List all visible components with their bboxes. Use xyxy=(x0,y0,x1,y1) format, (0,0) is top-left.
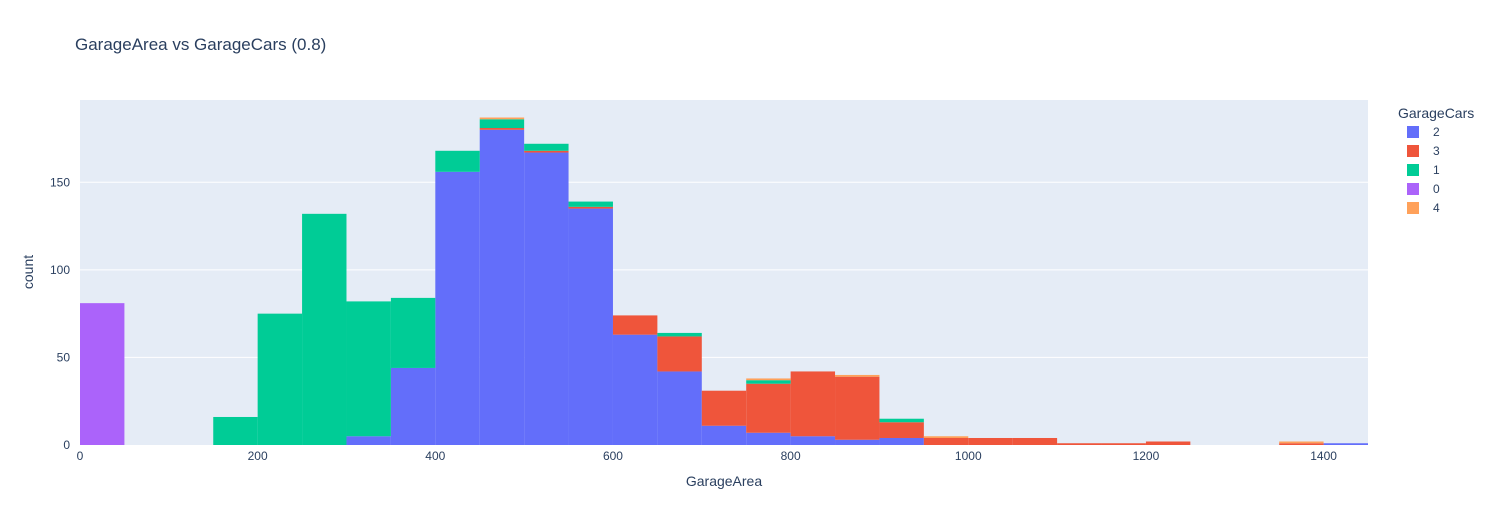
bar xyxy=(346,301,391,437)
chart-title: GarageArea vs GarageCars (0.8) xyxy=(75,35,326,54)
bar xyxy=(1057,443,1102,445)
legend-label: 2 xyxy=(1433,125,1440,139)
bar xyxy=(657,332,702,337)
legend-item[interactable]: 4 xyxy=(1407,201,1440,215)
legend-label: 1 xyxy=(1433,163,1440,177)
legend-label: 4 xyxy=(1433,201,1440,215)
x-tick-label: 0 xyxy=(77,449,84,463)
bar xyxy=(835,439,880,445)
bar xyxy=(568,208,613,445)
series-1 xyxy=(213,119,924,445)
bar xyxy=(524,143,569,151)
x-axis-title: GarageArea xyxy=(686,473,762,489)
x-tick-label: 800 xyxy=(781,449,801,463)
x-tick-label: 1400 xyxy=(1310,449,1337,463)
bar xyxy=(80,303,125,445)
y-axis-ticks: 0 50 100 150 xyxy=(50,175,70,452)
bar xyxy=(612,334,658,445)
bar xyxy=(257,313,303,445)
bar xyxy=(835,376,880,440)
series-4 xyxy=(479,117,1324,444)
bar xyxy=(923,437,969,445)
bar xyxy=(701,425,747,445)
bar xyxy=(923,436,969,438)
bar xyxy=(657,336,702,372)
bar xyxy=(1012,437,1058,445)
bar xyxy=(1279,441,1324,444)
bar xyxy=(657,371,702,445)
legend-swatch xyxy=(1407,183,1419,195)
bar xyxy=(1101,443,1146,445)
bar xyxy=(390,297,436,368)
legend-label: 3 xyxy=(1433,144,1440,158)
bar xyxy=(479,117,525,120)
bar xyxy=(568,201,613,207)
legend-item[interactable]: 0 xyxy=(1407,182,1440,196)
legend: GarageCars 2 3 1 0 4 xyxy=(1398,105,1474,215)
x-tick-label: 400 xyxy=(425,449,445,463)
bar xyxy=(479,129,525,445)
bar xyxy=(879,418,924,423)
bar xyxy=(479,128,525,130)
bars xyxy=(80,117,1368,445)
bar xyxy=(612,315,658,335)
bar xyxy=(746,383,791,433)
legend-title: GarageCars xyxy=(1398,105,1474,121)
y-tick-label: 100 xyxy=(50,263,70,277)
bar xyxy=(435,171,480,445)
bar xyxy=(746,380,791,384)
legend-swatch xyxy=(1407,126,1419,138)
bar xyxy=(1279,443,1324,445)
bar xyxy=(701,390,747,426)
legend-item[interactable]: 2 xyxy=(1407,125,1440,139)
series-0 xyxy=(80,303,125,445)
bar xyxy=(524,152,569,445)
bar xyxy=(968,437,1013,445)
bar xyxy=(479,119,525,129)
bar xyxy=(302,213,347,445)
bar xyxy=(524,150,569,153)
bar xyxy=(835,374,880,377)
bar xyxy=(879,422,924,438)
y-axis-title: count xyxy=(20,255,36,289)
bar xyxy=(390,367,436,445)
y-tick-label: 0 xyxy=(63,438,70,452)
legend-swatch xyxy=(1407,145,1419,157)
x-tick-label: 200 xyxy=(248,449,268,463)
x-axis-ticks: 0 200 400 600 800 1000 1200 1400 xyxy=(77,449,1338,463)
bar xyxy=(790,371,836,437)
x-tick-label: 600 xyxy=(603,449,623,463)
bar xyxy=(790,436,836,445)
series-2 xyxy=(346,129,1368,445)
bar xyxy=(435,150,480,172)
bar xyxy=(879,437,924,445)
bar xyxy=(1145,441,1191,445)
legend-label: 0 xyxy=(1433,182,1440,196)
bar xyxy=(213,416,258,445)
series-3 xyxy=(479,128,1324,445)
bar xyxy=(346,436,391,445)
x-tick-label: 1000 xyxy=(955,449,982,463)
bar xyxy=(746,432,791,445)
y-tick-label: 150 xyxy=(50,175,70,189)
x-tick-label: 1200 xyxy=(1133,449,1160,463)
legend-item[interactable]: 1 xyxy=(1407,163,1440,177)
legend-swatch xyxy=(1407,164,1419,176)
y-tick-label: 50 xyxy=(57,350,71,364)
bar xyxy=(1323,443,1368,445)
bar xyxy=(568,206,613,209)
bar xyxy=(746,378,791,381)
legend-item[interactable]: 3 xyxy=(1407,144,1440,158)
legend-swatch xyxy=(1407,202,1419,214)
